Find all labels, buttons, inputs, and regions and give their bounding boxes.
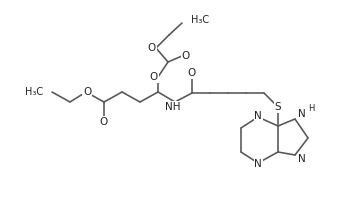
Text: N: N xyxy=(298,154,306,164)
Text: NH: NH xyxy=(165,102,181,112)
Text: H₃C: H₃C xyxy=(191,15,209,25)
Text: O: O xyxy=(150,72,158,82)
Text: O: O xyxy=(188,68,196,78)
Text: O: O xyxy=(83,87,91,97)
Text: H₃C: H₃C xyxy=(25,87,43,97)
Text: H: H xyxy=(308,103,314,112)
Text: S: S xyxy=(275,102,281,112)
Text: N: N xyxy=(254,111,262,121)
Text: O: O xyxy=(148,43,156,53)
Text: O: O xyxy=(100,117,108,127)
Text: O: O xyxy=(182,51,190,61)
Text: N: N xyxy=(298,109,306,119)
Text: N: N xyxy=(254,159,262,169)
